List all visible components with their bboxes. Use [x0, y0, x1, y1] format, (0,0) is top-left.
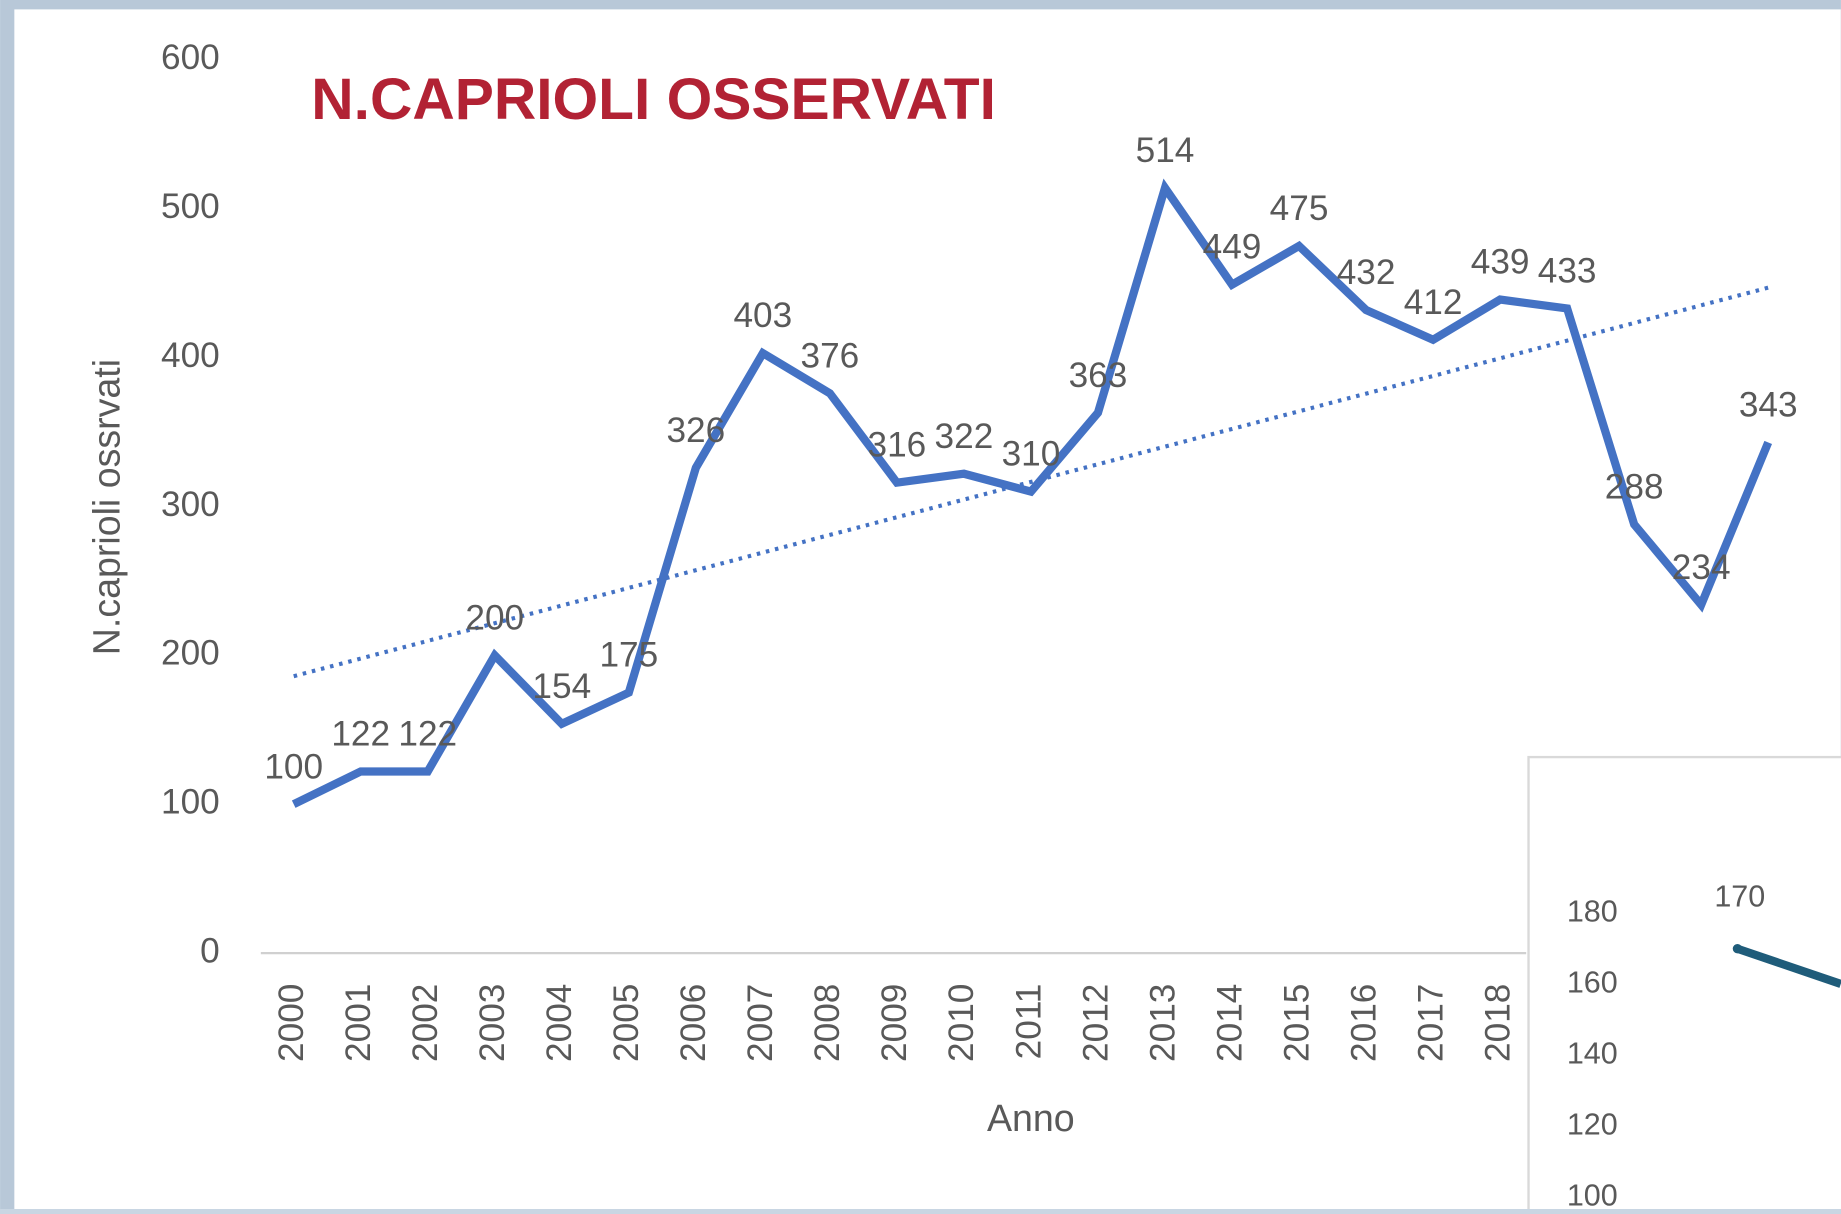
data-label: 288 [1605, 467, 1664, 506]
data-label: 432 [1337, 253, 1396, 292]
y-tick-label: 300 [161, 485, 220, 524]
data-label: 433 [1538, 252, 1597, 291]
data-label: 322 [935, 417, 994, 456]
x-tick-label: 2009 [875, 984, 914, 1062]
data-label: 326 [666, 411, 725, 450]
y-tick-label: 600 [161, 38, 220, 77]
x-tick-label: 2005 [607, 984, 646, 1062]
chart-title: N.CAPRIOLI OSSERVATI [311, 67, 996, 132]
x-tick-label: 2017 [1411, 984, 1450, 1062]
data-label: 316 [868, 426, 927, 465]
data-label: 363 [1069, 356, 1128, 395]
y-tick-label: 100 [1567, 1178, 1618, 1209]
x-tick-label: 2014 [1210, 984, 1249, 1062]
data-label: 122 [398, 715, 457, 754]
x-tick-label: 2004 [540, 984, 579, 1062]
x-tick-label: 2015 [1277, 984, 1316, 1062]
x-tick-label: 2008 [808, 984, 847, 1062]
data-label: 154 [532, 667, 591, 706]
data-label: 475 [1270, 189, 1329, 228]
main-plot: 0 100 200 300 400 500 600 2000 2001 2002 2003 2004 2… [161, 38, 1798, 1062]
data-label: 403 [733, 296, 792, 335]
x-tick-label: 2002 [406, 984, 445, 1062]
data-label: 234 [1672, 548, 1731, 587]
data-label: 439 [1471, 243, 1530, 282]
data-label: 412 [1404, 283, 1463, 322]
x-tick-label: 2003 [473, 984, 512, 1062]
y-tick-label: 140 [1567, 1036, 1618, 1070]
y-tick-label: 400 [161, 336, 220, 375]
inset-panel [1527, 755, 1841, 1214]
data-label: 343 [1739, 386, 1798, 425]
data-label: 200 [465, 598, 524, 637]
x-tick-label: 2010 [942, 984, 981, 1062]
trendline [293, 285, 1769, 679]
data-label: 100 [264, 747, 323, 786]
x-tick-label: 2016 [1344, 984, 1383, 1062]
x-tick-label: 2000 [272, 984, 311, 1062]
x-tick-label: 2018 [1478, 984, 1517, 1062]
y-tick-label: 0 [200, 931, 220, 970]
x-tick-label: 2006 [674, 984, 713, 1062]
x-tick-label: 2007 [741, 984, 780, 1062]
y-axis-label: N.caprioli ossrvati [85, 359, 127, 655]
data-label: 175 [599, 636, 658, 675]
y-tick-label: 180 [1567, 894, 1618, 928]
y-tick-label: 120 [1567, 1107, 1618, 1141]
data-label: 170 [1714, 879, 1765, 913]
data-label: 310 [1002, 435, 1061, 474]
data-label: 449 [1203, 228, 1262, 267]
x-tick-label: 2013 [1143, 984, 1182, 1062]
data-line [291, 178, 1773, 808]
y-tick-label: 100 [161, 783, 220, 822]
y-tick-label: 500 [161, 187, 220, 226]
x-tick-label: 2001 [339, 984, 378, 1062]
inset-plot: 100 120 140 160 180 170 [1567, 879, 1841, 1212]
data-label: 376 [801, 336, 860, 375]
x-tick-label: 2012 [1076, 984, 1115, 1062]
data-label: 122 [331, 715, 390, 754]
data-label: 514 [1136, 131, 1195, 170]
y-tick-label: 160 [1567, 965, 1618, 999]
x-axis-label: Anno [987, 1097, 1075, 1139]
y-tick-label: 200 [161, 634, 220, 673]
data-line [1736, 944, 1841, 988]
x-tick-label: 2011 [1009, 984, 1048, 1060]
